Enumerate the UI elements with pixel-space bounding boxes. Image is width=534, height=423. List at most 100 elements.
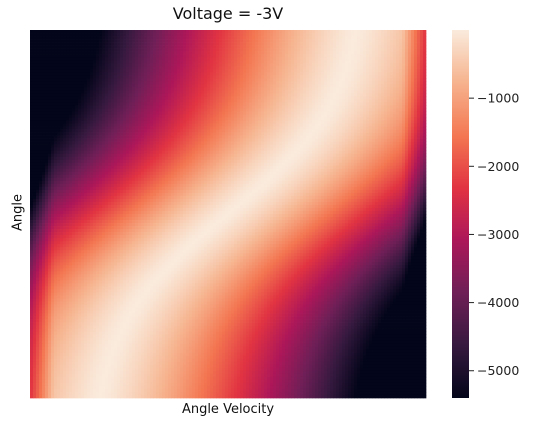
heatmap-cell (381, 75, 385, 79)
heatmap-cell (48, 102, 52, 106)
heatmap-cell (249, 66, 253, 70)
heatmap-cell (372, 93, 376, 97)
heatmap-cell (276, 75, 280, 79)
heatmap-cell (93, 108, 97, 112)
heatmap-cell (351, 87, 355, 91)
heatmap-cell (135, 111, 139, 115)
heatmap-cell (105, 117, 109, 121)
heatmap-cell (354, 66, 358, 70)
heatmap-cell (366, 126, 370, 130)
heatmap-cell (333, 57, 337, 61)
heatmap-cell (252, 48, 256, 52)
heatmap-cell (255, 30, 259, 34)
heatmap-cell (108, 42, 112, 46)
heatmap-cell (180, 87, 184, 91)
heatmap-cell (69, 135, 73, 139)
heatmap-cell (126, 132, 130, 136)
heatmap-cell (45, 114, 49, 118)
heatmap-cell (177, 51, 181, 55)
heatmap-cell (372, 42, 376, 46)
heatmap-cell (333, 99, 337, 103)
heatmap-cell (156, 45, 160, 49)
heatmap-cell (246, 126, 250, 130)
heatmap-cell (420, 87, 424, 91)
heatmap-cell (84, 123, 88, 127)
heatmap-cell (96, 138, 100, 142)
heatmap-cell (162, 102, 166, 106)
heatmap-cell (108, 33, 112, 37)
heatmap-cell (66, 135, 70, 139)
heatmap-cell (186, 105, 190, 109)
heatmap-cell (372, 111, 376, 115)
heatmap-cell (417, 126, 421, 130)
heatmap-cell (381, 54, 385, 58)
heatmap-cell (417, 75, 421, 79)
heatmap-cell (69, 141, 73, 145)
heatmap-cell (396, 66, 400, 70)
heatmap-cell (423, 111, 427, 115)
heatmap-cell (192, 51, 196, 55)
heatmap-cell (162, 84, 166, 88)
heatmap-cell (408, 126, 412, 130)
heatmap-cell (144, 30, 148, 34)
heatmap-cell (153, 48, 157, 52)
heatmap-cell (78, 93, 82, 97)
heatmap-cell (342, 123, 346, 127)
heatmap-cell (36, 69, 40, 73)
heatmap-cell (222, 57, 226, 61)
heatmap-cell (288, 93, 292, 97)
heatmap-cell (102, 72, 106, 76)
heatmap-cell (57, 30, 61, 34)
heatmap-cell (258, 138, 262, 142)
heatmap-cell (168, 129, 172, 133)
heatmap-cell (69, 93, 73, 97)
heatmap-cell (387, 111, 391, 115)
heatmap-cell (177, 108, 181, 112)
heatmap-cell (396, 93, 400, 97)
heatmap-cell (261, 63, 265, 67)
heatmap-cell (336, 123, 340, 127)
heatmap-cell (321, 135, 325, 139)
heatmap-cell (153, 60, 157, 64)
heatmap-cell (375, 78, 379, 82)
heatmap-cell (204, 69, 208, 73)
heatmap-cell (336, 120, 340, 124)
heatmap-cell (102, 96, 106, 100)
heatmap-cell (327, 45, 331, 49)
heatmap-cell (261, 120, 265, 124)
heatmap-cell (288, 54, 292, 58)
heatmap-cell (216, 78, 220, 82)
heatmap-cell (375, 54, 379, 58)
heatmap-cell (72, 30, 76, 34)
heatmap-cell (342, 54, 346, 58)
heatmap-cell (120, 57, 124, 61)
heatmap-cell (219, 75, 223, 79)
heatmap-cell (51, 51, 55, 55)
heatmap-cell (63, 48, 67, 52)
heatmap-cell (111, 87, 115, 91)
heatmap-cell (228, 93, 232, 97)
heatmap-cell (177, 114, 181, 118)
heatmap-cell (315, 72, 319, 76)
heatmap-cell (192, 132, 196, 136)
heatmap-cell (78, 33, 82, 37)
heatmap-cell (219, 36, 223, 40)
heatmap-cell (108, 108, 112, 112)
heatmap-cell (354, 81, 358, 85)
heatmap-cell (144, 93, 148, 97)
heatmap-cell (144, 39, 148, 43)
heatmap-cell (87, 93, 91, 97)
heatmap-cell (108, 78, 112, 82)
heatmap-cell (123, 63, 127, 67)
heatmap-cell (195, 126, 199, 130)
heatmap-cell (204, 60, 208, 64)
heatmap-cell (63, 117, 67, 121)
heatmap-cell (333, 135, 337, 139)
heatmap-cell (51, 132, 55, 136)
heatmap-cell (327, 141, 331, 145)
heatmap-cell (264, 126, 268, 130)
heatmap-cell (90, 123, 94, 127)
heatmap-cell (189, 132, 193, 136)
heatmap-cell (123, 108, 127, 112)
heatmap-cell (408, 78, 412, 82)
